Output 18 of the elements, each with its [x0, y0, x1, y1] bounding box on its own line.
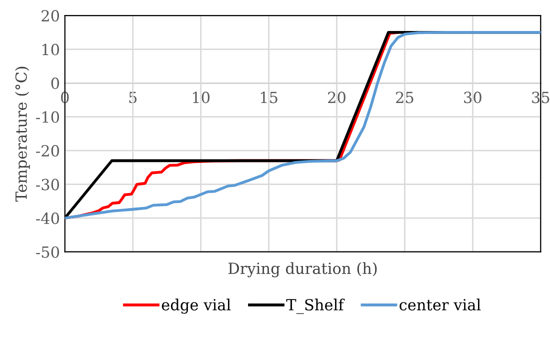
x-tick-label: 15	[260, 92, 278, 104]
x-tick-label: 25	[396, 92, 414, 104]
x-axis-title: Drying duration (h)	[228, 262, 377, 278]
y-tick-label: 0	[51, 78, 60, 90]
y-tick-label: -10	[36, 111, 60, 123]
y-tick-label: -30	[36, 178, 60, 190]
y-tick-label: 10	[42, 44, 60, 56]
y-tick-label: -50	[36, 246, 60, 258]
legend-label: T_Shelf	[286, 298, 345, 314]
x-tick-label: 20	[328, 92, 346, 104]
y-tick-label: -20	[36, 145, 60, 157]
x-tick-label: 10	[192, 92, 210, 104]
legend-label: center vial	[400, 298, 481, 311]
y-axis-title: Temperature (°C)	[15, 66, 30, 202]
legend-label: edge vial	[162, 298, 231, 314]
y-tick-label: -40	[36, 212, 60, 224]
y-tick-label: 20	[42, 10, 60, 22]
x-tick-label: 30	[464, 92, 482, 104]
